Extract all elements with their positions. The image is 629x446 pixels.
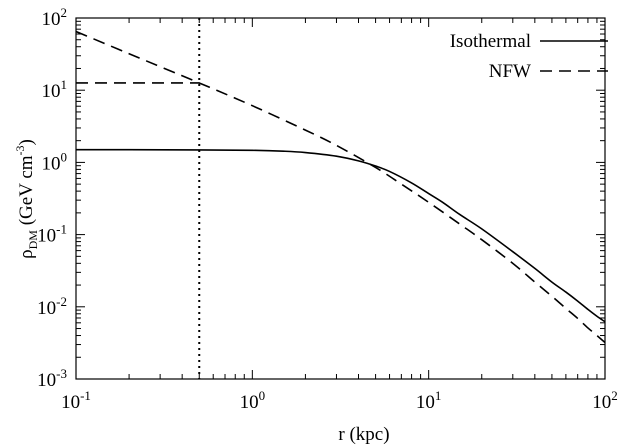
y-tick-label: 10-1 — [37, 222, 67, 247]
y-tick-label: 10-2 — [37, 294, 67, 319]
x-tick-label: 102 — [592, 388, 618, 413]
y-axis-label-unit: (GeV cm — [16, 155, 37, 230]
series-line-isothermal — [75, 148, 606, 323]
y-tick-label: 102 — [42, 5, 68, 30]
y-axis-label-close: ) — [16, 139, 37, 145]
y-tick-label: 100 — [42, 149, 68, 174]
y-axis-label-main: ρ — [16, 249, 37, 258]
y-tick-label: 10-3 — [37, 366, 67, 391]
series-line-nfw — [75, 30, 606, 344]
x-tick-label: 101 — [416, 388, 442, 413]
legend-label-nfw: NFW — [489, 61, 531, 82]
x-tick-label: 10-1 — [61, 388, 91, 413]
legend: Isothermal NFW — [450, 31, 608, 82]
x-tick-label: 100 — [240, 388, 265, 413]
tick-labels: 10-1 100 101 102 10-3 10-2 10-1 100 101 102 — [37, 5, 618, 413]
y-axis-label-exp: -3 — [13, 145, 27, 155]
plot-frame — [75, 17, 606, 380]
y-axis-label: ρDM (GeV cm-3) — [13, 139, 40, 259]
x-axis-label: r (kpc) — [338, 424, 389, 445]
y-axis-label-sub: DM — [26, 230, 40, 250]
y-tick-label: 101 — [42, 77, 68, 102]
plot-area — [75, 18, 606, 379]
legend-label-isothermal: Isothermal — [450, 31, 531, 52]
